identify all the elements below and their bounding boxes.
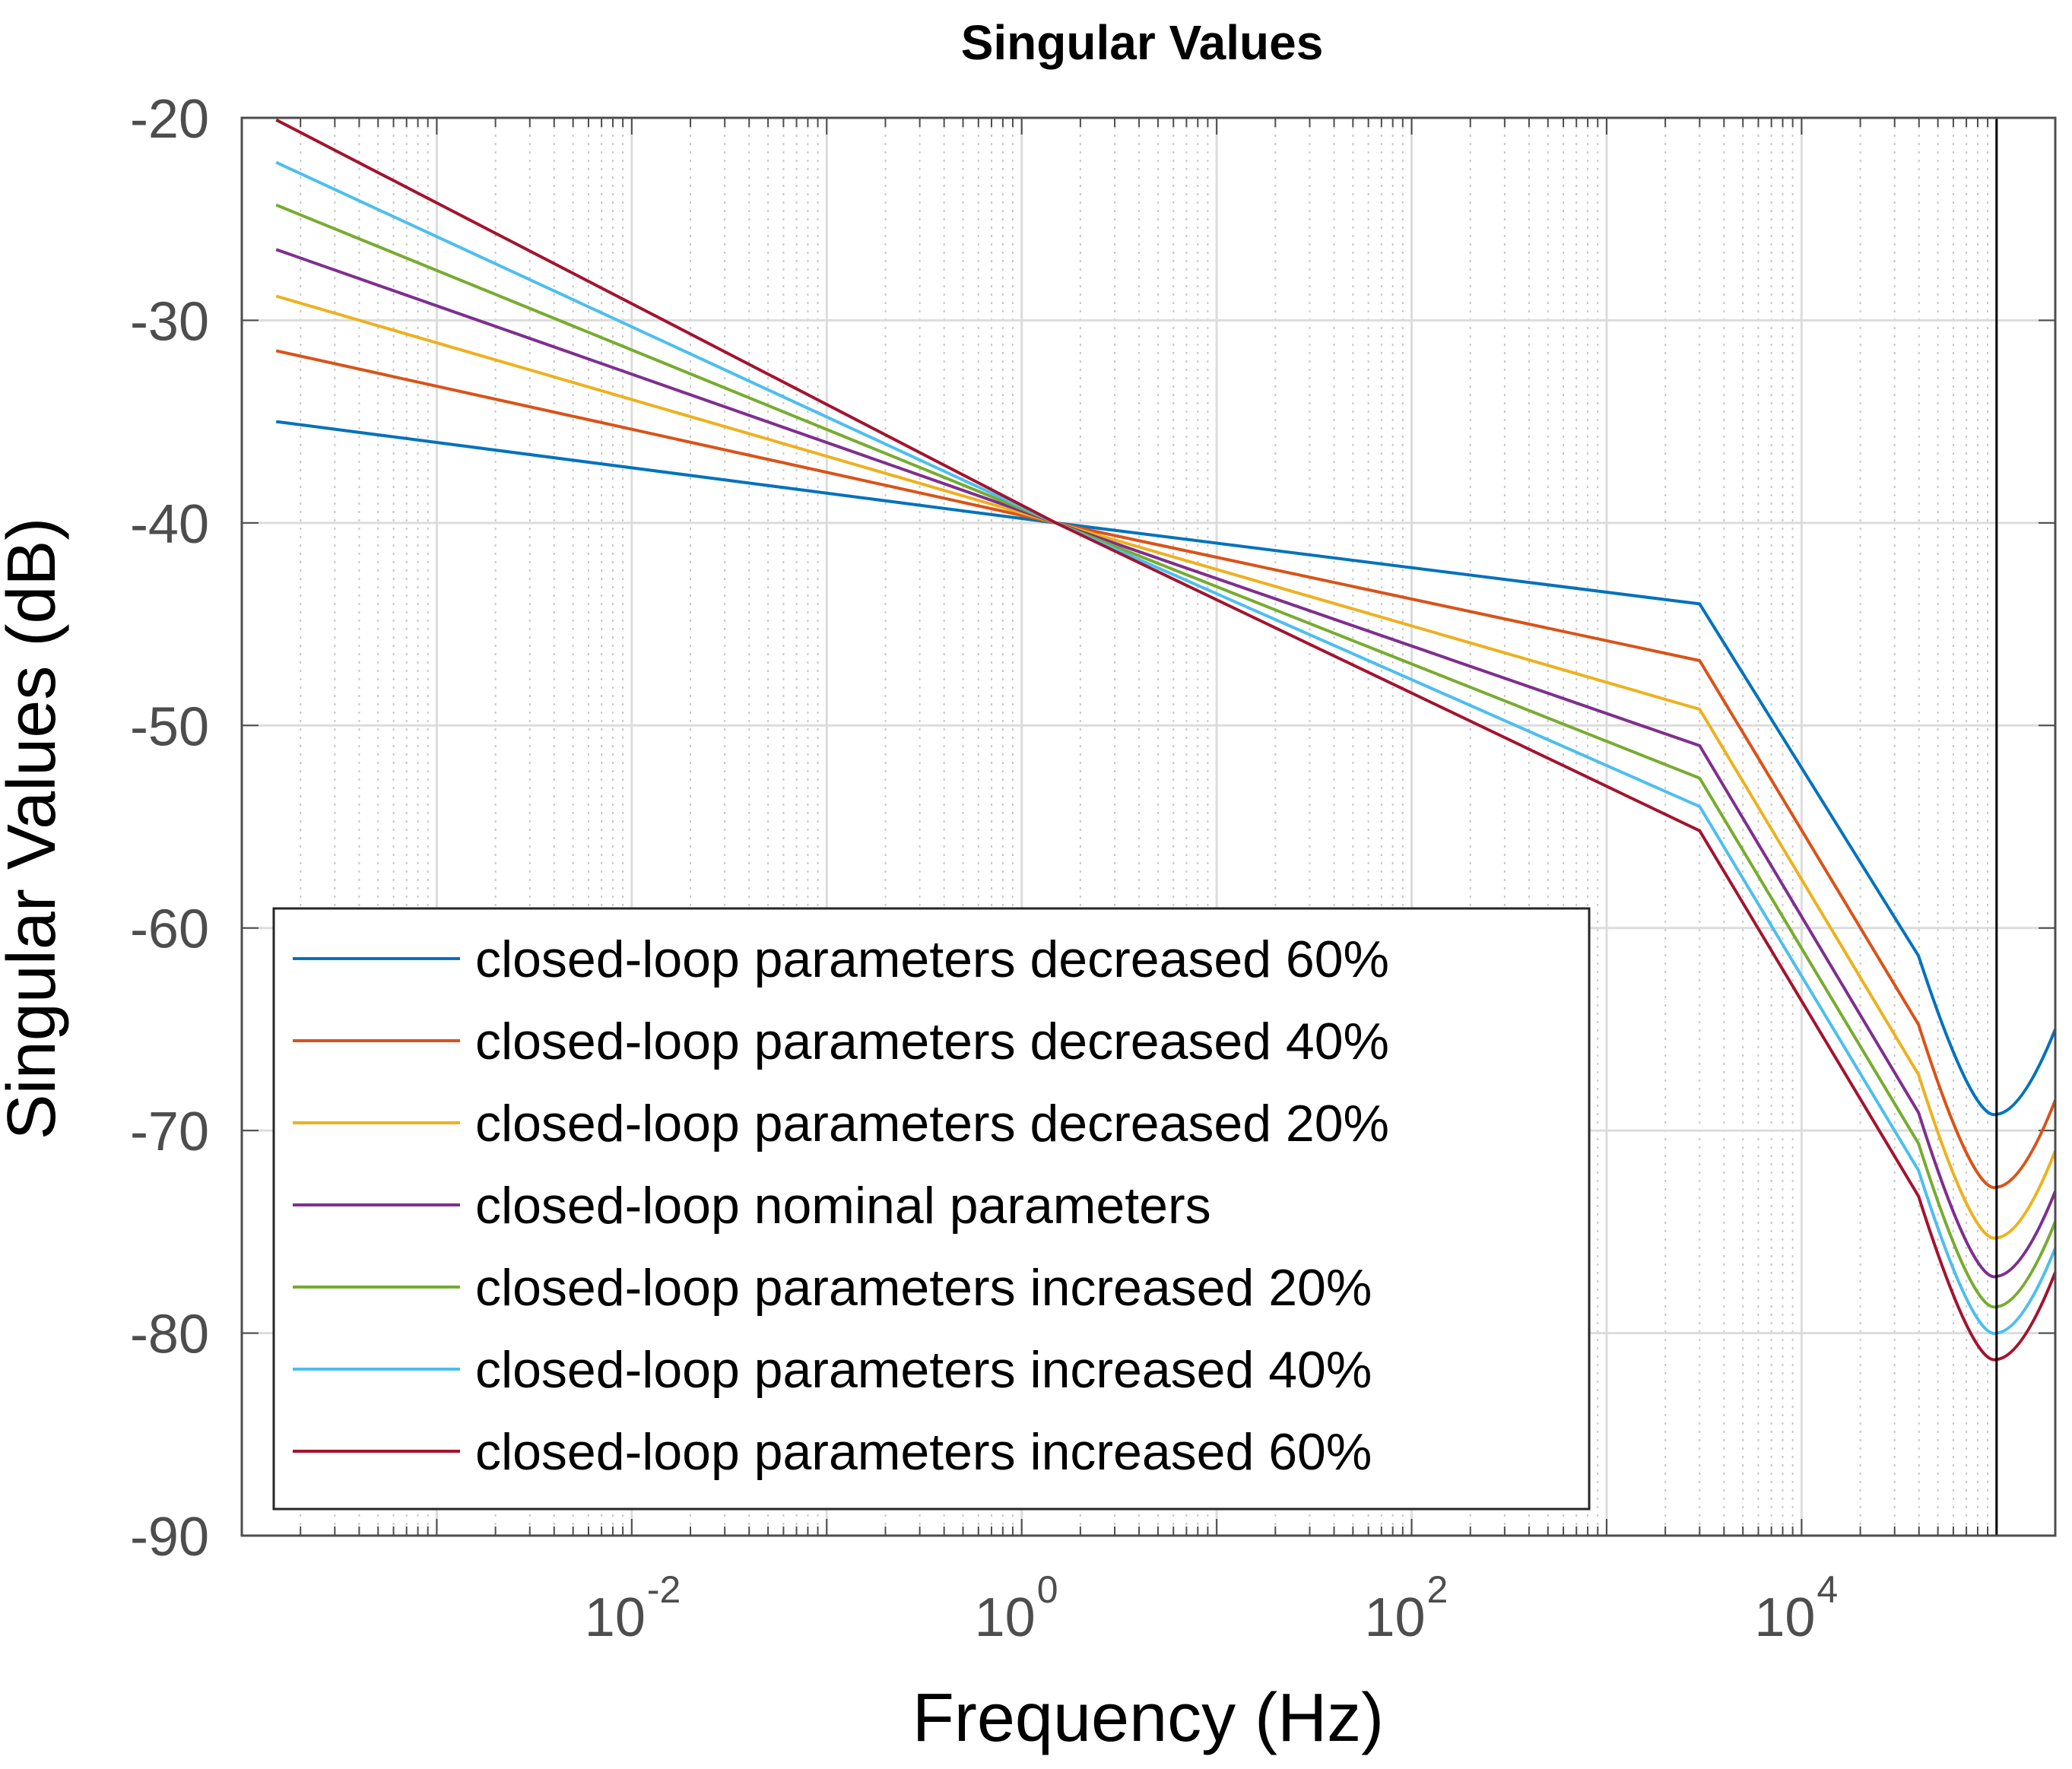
- x-axis-label: Frequency (Hz): [912, 1680, 1384, 1756]
- legend-label-2: closed-loop parameters decreased 40%: [475, 1013, 1389, 1070]
- chart-title: Singular Values: [961, 15, 1324, 70]
- y-tick-label: -50: [130, 696, 209, 757]
- x-tick-label-exponent: 0: [1037, 1568, 1058, 1611]
- series-line-2: [275, 349, 2057, 1190]
- x-tick-label-exponent: -2: [647, 1568, 681, 1611]
- y-tick-label: -80: [130, 1305, 209, 1365]
- legend-label-5: closed-loop parameters increased 20%: [475, 1259, 1372, 1317]
- plot-border: [240, 116, 2057, 1537]
- series-line-6: [275, 160, 2057, 1336]
- legend: closed-loop parameters decreased 60% clos…: [272, 907, 1591, 1511]
- series-line-5: [275, 203, 2057, 1309]
- legend-label-6: closed-loop parameters increased 40%: [475, 1341, 1372, 1399]
- x-tick-label: 10: [975, 1587, 1036, 1648]
- x-tick-label-exponent: 2: [1427, 1568, 1448, 1611]
- series-line-7: [275, 118, 2057, 1362]
- x-tick-label: 10: [1754, 1587, 1815, 1648]
- x-tick-label: 10: [1364, 1587, 1425, 1648]
- plot-frame: [240, 116, 2057, 1537]
- series-line-1: [275, 420, 2057, 1117]
- y-axis-label: Singular Values (dB): [0, 518, 70, 1140]
- legend-label-1: closed-loop parameters decreased 60%: [475, 930, 1389, 988]
- x-tick-label-exponent: 4: [1817, 1568, 1838, 1611]
- series-lines: [275, 118, 2057, 1362]
- y-tick-label: -30: [130, 291, 209, 352]
- y-tick-label: -20: [130, 89, 209, 150]
- legend-label-4: closed-loop nominal parameters: [475, 1177, 1211, 1235]
- legend-box: [272, 907, 1591, 1511]
- y-tick-label: -90: [130, 1507, 209, 1568]
- x-tick-label: 10: [585, 1587, 646, 1648]
- y-tick-label: -60: [130, 899, 209, 960]
- series-line-3: [275, 294, 2057, 1240]
- y-tick-label: -70: [130, 1102, 209, 1162]
- series-line-4: [275, 248, 2057, 1279]
- legend-label-3: closed-loop parameters decreased 20%: [475, 1095, 1389, 1152]
- y-tick-label: -40: [130, 494, 209, 555]
- legend-label-7: closed-loop parameters increased 60%: [475, 1423, 1372, 1481]
- grid: [242, 116, 2055, 1537]
